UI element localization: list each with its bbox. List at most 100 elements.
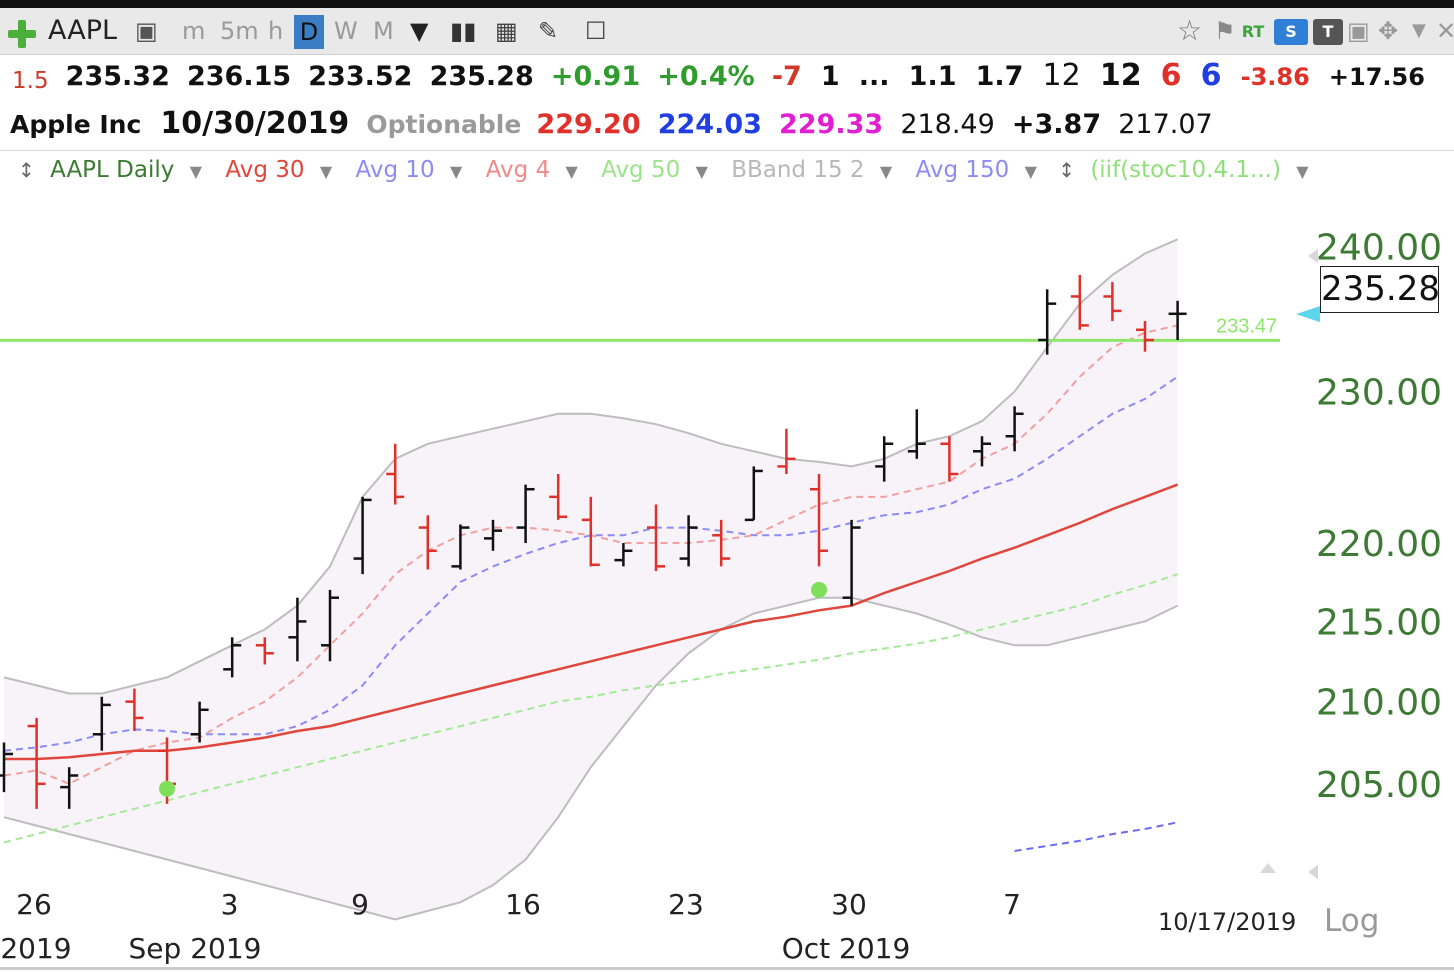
quote-v3: ...	[858, 61, 890, 92]
ohlc-bar	[549, 473, 568, 520]
info-value-b: 224.03	[657, 109, 762, 140]
price-tick-label: 220.00	[1316, 524, 1442, 565]
legend-avg30[interactable]: Avg 30	[225, 157, 305, 183]
ohlc-bar	[321, 589, 339, 662]
symbol-field[interactable]: AAPL	[48, 15, 118, 46]
ohlc-bar	[92, 696, 111, 751]
log-scale-toggle[interactable]: Log	[1324, 903, 1380, 939]
bar-chart-icon[interactable]: ▮▮	[450, 17, 477, 45]
company-name: Apple Inc	[10, 110, 142, 139]
ohlc-bar	[875, 436, 894, 482]
save-icon[interactable]: ▣	[1347, 17, 1370, 45]
date-tick-label: 30	[831, 888, 867, 921]
header-divider	[0, 150, 1454, 151]
legend-main-series[interactable]: AAPL Daily	[50, 157, 175, 183]
bband-upper-line	[3, 238, 1178, 695]
legend-avg30-dropdown-icon[interactable]: ▼	[319, 162, 333, 181]
legend-avg50[interactable]: Avg 50	[601, 157, 681, 183]
interval-monthly[interactable]: M	[373, 17, 394, 45]
quote-v6: 12	[1042, 58, 1081, 93]
s-button[interactable]: S	[1274, 19, 1308, 45]
quote-row: 1.5 235.32 236.15 233.52 235.28 +0.91 +0…	[0, 58, 1425, 102]
legend-bband-dropdown-icon[interactable]: ▼	[879, 162, 893, 181]
quote-lead-value: 1.5	[12, 68, 49, 94]
quote-v11: +17.56	[1328, 63, 1425, 91]
legend-bband[interactable]: BBand 15 2	[731, 157, 865, 183]
ohlc-bar	[386, 443, 405, 505]
ohlc-bar	[647, 504, 665, 572]
quote-v5: 1.7	[975, 61, 1024, 92]
ohlc-bar	[777, 428, 796, 474]
legend-avg150-dropdown-icon[interactable]: ▼	[1024, 162, 1037, 181]
ohlc-bar	[1136, 321, 1154, 352]
info-value-a: 229.20	[536, 109, 641, 140]
legend-main-dropdown-icon[interactable]: ▼	[189, 162, 203, 181]
ohlc-bar	[60, 767, 79, 809]
info-value-f: 217.07	[1118, 109, 1213, 140]
legend-indicator[interactable]: (iif(stoc10.4.1...)	[1090, 157, 1281, 183]
chart-toolbar: AAPL ▣ m 5m h D W M ▼ ▮▮ ▦ ✎ ☐ ☆ ⚑ RT S …	[0, 8, 1454, 55]
legend-avg4-dropdown-icon[interactable]: ▼	[565, 162, 578, 181]
ohlc-bar	[1005, 406, 1024, 452]
add-symbol-icon[interactable]	[8, 20, 36, 48]
scroll-left-arrow-icon	[1308, 865, 1318, 879]
avg150-line	[1014, 821, 1178, 852]
interval-minute[interactable]: m	[182, 17, 206, 45]
price-axis-layer: 240.00 230.00 220.00 215.00 210.00 205.00	[1260, 227, 1442, 879]
footer-date: 10/17/2019	[1158, 908, 1297, 936]
legend-avg50-dropdown-icon[interactable]: ▼	[695, 162, 708, 181]
interval-daily-selected[interactable]: D	[294, 15, 324, 49]
price-tick-label: 215.00	[1316, 602, 1442, 643]
bband-fill	[4, 239, 1178, 920]
quote-v1: -7	[771, 61, 802, 92]
optionable-label: Optionable	[366, 110, 522, 139]
legend-avg10-dropdown-icon[interactable]: ▼	[449, 162, 463, 181]
indicator-reorder-icon[interactable]: ↕	[1058, 158, 1075, 182]
favorite-star-icon[interactable]: ☆	[1177, 14, 1203, 47]
level-line-layer: 233.47	[0, 315, 1280, 342]
link-icon[interactable]: ▣	[135, 17, 158, 45]
ohlc-bar	[810, 473, 828, 567]
close-icon[interactable]: ✕	[1436, 17, 1454, 45]
price-tick-label: 230.00	[1316, 372, 1442, 413]
flag-icon[interactable]: ⚑	[1214, 17, 1236, 45]
menu-dropdown-icon[interactable]: ▼	[1412, 20, 1426, 41]
ohlc-bar	[418, 515, 437, 570]
move-icon[interactable]: ✥	[1378, 17, 1399, 45]
scroll-right-up-arrow-icon	[1260, 863, 1276, 873]
t-button[interactable]: T	[1313, 19, 1343, 45]
interval-dropdown-icon[interactable]: ▼	[410, 17, 429, 45]
date-tick-label: 16	[505, 888, 541, 921]
bollinger-band-layer	[3, 238, 1179, 921]
ohlc-bar	[679, 515, 698, 567]
ohlc-bar	[353, 496, 372, 575]
interval-hour[interactable]: h	[268, 17, 284, 45]
date-tick-label: 3	[221, 888, 239, 921]
scroll-up-arrow-icon	[1308, 249, 1318, 263]
quote-high: 236.15	[186, 61, 292, 92]
bband-lower-line	[3, 596, 1179, 921]
ohlc-bar-layer	[0, 274, 1187, 809]
quote-change: +0.91	[550, 61, 641, 92]
legend-avg150[interactable]: Avg 150	[915, 157, 1010, 183]
realtime-badge[interactable]: RT	[1241, 22, 1265, 41]
legend-avg4[interactable]: Avg 4	[485, 157, 551, 183]
legend-indicator-dropdown-icon[interactable]: ▼	[1296, 162, 1309, 181]
legend-avg10[interactable]: Avg 10	[355, 157, 435, 183]
ohlc-bar	[712, 519, 731, 567]
info-value-e: +3.87	[1011, 109, 1102, 140]
grid-add-icon[interactable]: ▦	[495, 17, 518, 45]
ohlc-bar	[451, 524, 470, 570]
last-price-pointer	[1296, 306, 1320, 323]
draw-pencil-icon[interactable]: ✎	[538, 17, 559, 45]
quote-date: 10/30/2019	[160, 106, 350, 141]
notes-icon[interactable]: ☐	[585, 17, 607, 45]
reorder-icon[interactable]: ↕	[18, 158, 35, 182]
interval-5min[interactable]: 5m	[220, 17, 259, 45]
date-tick-label: 7	[1003, 888, 1021, 921]
ohlc-bar	[288, 597, 307, 662]
interval-weekly[interactable]: W	[334, 17, 358, 45]
avg50-line	[3, 573, 1178, 844]
info-value-c: 229.33	[779, 109, 884, 140]
